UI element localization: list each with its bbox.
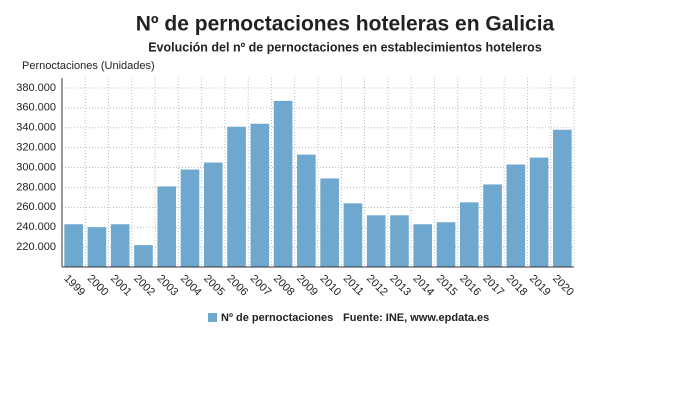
bar <box>506 164 526 267</box>
x-tick-label: 2017 <box>480 273 506 299</box>
bar <box>366 215 386 267</box>
x-tick-label: 2000 <box>85 273 111 299</box>
x-tick-label: 2005 <box>201 273 227 299</box>
x-tick-label: 2014 <box>411 273 437 299</box>
x-tick-label: 2010 <box>317 273 343 299</box>
bar <box>436 222 456 267</box>
y-tick-label: 300.000 <box>16 161 56 173</box>
bar <box>110 224 130 267</box>
legend-label: Nº de pernoctaciones <box>221 312 333 324</box>
x-tick-label: 2008 <box>271 273 297 299</box>
x-tick-label: 2011 <box>341 273 366 298</box>
bar <box>320 178 339 267</box>
x-tick-label: 2019 <box>527 273 553 299</box>
x-tick-label: 2003 <box>155 273 181 299</box>
bar <box>529 157 549 267</box>
x-tick-label: 2006 <box>224 273 250 299</box>
chart-title: Nº de pernoctaciones hoteleras en Galici… <box>136 13 555 36</box>
y-tick-label: 340.000 <box>16 122 56 134</box>
bar <box>553 129 572 267</box>
y-tick-label: 320.000 <box>16 142 56 154</box>
bar <box>134 245 153 267</box>
y-tick-label: 240.000 <box>16 221 56 233</box>
y-tick-label: 280.000 <box>16 181 56 193</box>
bar <box>227 126 246 268</box>
bar <box>390 215 409 267</box>
bar <box>273 100 293 268</box>
x-tick-label: 2002 <box>131 273 157 299</box>
x-tick-label: 2015 <box>434 273 460 299</box>
bar <box>250 123 270 267</box>
bar <box>87 227 107 267</box>
legend-swatch <box>208 313 217 322</box>
y-tick-label: 360.000 <box>16 102 56 114</box>
bar <box>180 169 200 267</box>
source: Fuente: INE, www.epdata.es <box>343 312 489 324</box>
bar <box>413 224 433 267</box>
bar <box>64 224 83 267</box>
x-tick-label: 2009 <box>294 273 320 299</box>
bar <box>297 154 316 267</box>
bar <box>483 184 502 267</box>
x-tick-label: 2001 <box>108 273 134 299</box>
bar <box>343 203 363 267</box>
bar <box>459 202 479 267</box>
x-tick-label: 2007 <box>248 273 274 299</box>
x-tick-label: 2016 <box>457 273 483 299</box>
bar <box>203 162 223 267</box>
x-tick-label: 2018 <box>504 273 530 299</box>
x-tick-label: 2013 <box>387 273 413 299</box>
x-tick-label: 1999 <box>61 273 87 299</box>
bar <box>157 186 177 267</box>
x-tick-label: 2012 <box>364 273 390 299</box>
y-tick-label: 380.000 <box>16 82 56 94</box>
y-tick-label: 260.000 <box>16 201 56 213</box>
y-axis-label: Pernoctaciones (Unidades) <box>22 60 155 72</box>
y-tick-label: 220.000 <box>16 241 56 253</box>
chart-subtitle: Evolución del nº de pernoctaciones en es… <box>148 40 542 54</box>
x-tick-label: 2004 <box>178 273 204 299</box>
x-tick-label: 2020 <box>550 273 576 299</box>
